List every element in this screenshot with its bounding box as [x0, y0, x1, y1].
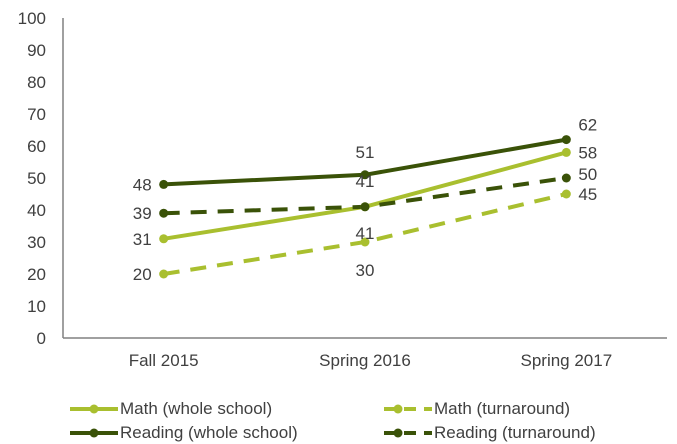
- data-label: 45: [578, 185, 597, 204]
- data-point: [561, 173, 571, 183]
- x-tick-label: Spring 2017: [520, 351, 612, 370]
- x-axis-ticks: Fall 2015 Spring 2016 Spring 2017: [129, 351, 612, 370]
- data-label: 41: [356, 172, 375, 191]
- y-axis-ticks: 0 10 20 30 40 50 60 70 80 90 100: [18, 9, 46, 348]
- data-label: 31: [133, 230, 152, 249]
- data-point: [159, 234, 169, 244]
- data-point: [561, 135, 571, 145]
- y-tick-label: 40: [27, 201, 46, 220]
- data-point: [360, 237, 370, 247]
- data-point: [360, 170, 370, 180]
- y-tick-label: 10: [27, 297, 46, 316]
- y-tick-label: 50: [27, 169, 46, 188]
- data-point: [159, 269, 169, 279]
- axes: [62, 18, 667, 339]
- data-label: 48: [133, 175, 152, 194]
- y-tick-label: 90: [27, 41, 46, 60]
- data-labels: 31 41 58 20 30 45 48 51 62 39 41 50: [133, 116, 598, 284]
- y-tick-label: 20: [27, 265, 46, 284]
- series-points: [159, 135, 571, 279]
- data-label: 58: [578, 143, 597, 162]
- data-label: 41: [356, 224, 375, 243]
- data-label: 51: [356, 143, 375, 162]
- data-label: 30: [356, 261, 375, 280]
- x-tick-label: Fall 2015: [129, 351, 199, 370]
- data-point: [561, 147, 571, 157]
- y-tick-label: 70: [27, 105, 46, 124]
- x-tick-label: Spring 2016: [319, 351, 411, 370]
- data-label: 62: [578, 116, 597, 135]
- data-point: [360, 202, 370, 212]
- data-point: [561, 189, 571, 199]
- y-tick-label: 30: [27, 233, 46, 252]
- y-tick-label: 80: [27, 73, 46, 92]
- data-label: 39: [133, 204, 152, 223]
- data-label: 20: [133, 265, 152, 284]
- y-tick-label: 60: [27, 137, 46, 156]
- data-point: [159, 179, 169, 189]
- data-label: 50: [578, 165, 597, 184]
- y-tick-label: 0: [37, 329, 46, 348]
- y-tick-label: 100: [18, 9, 46, 28]
- data-point: [159, 208, 169, 218]
